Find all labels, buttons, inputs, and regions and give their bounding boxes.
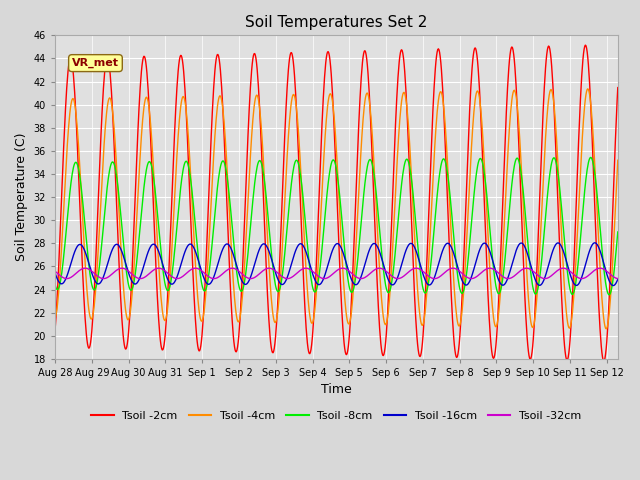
Tsoil -8cm [587, 155, 595, 160]
Tsoil -16cm [250, 263, 258, 269]
Tsoil -8cm [266, 235, 274, 241]
Tsoil -4cm [266, 278, 274, 284]
Tsoil -2cm [459, 276, 467, 282]
Tsoil -16cm [51, 270, 59, 276]
Tsoil -8cm [51, 282, 59, 288]
Tsoil -32cm [459, 271, 467, 277]
Tsoil -16cm [459, 279, 467, 285]
Line: Tsoil -32cm: Tsoil -32cm [55, 268, 618, 278]
Tsoil -16cm [614, 276, 621, 282]
Tsoil -32cm [431, 276, 439, 281]
Line: Tsoil -2cm: Tsoil -2cm [55, 45, 618, 361]
Tsoil -4cm [307, 319, 315, 325]
Tsoil -4cm [250, 104, 258, 110]
Tsoil -2cm [582, 42, 589, 48]
Tsoil -32cm [307, 267, 315, 273]
Line: Tsoil -8cm: Tsoil -8cm [55, 157, 618, 295]
Tsoil -16cm [610, 283, 618, 288]
Tsoil -16cm [307, 265, 315, 271]
Tsoil -4cm [146, 114, 154, 120]
Tsoil -8cm [614, 229, 621, 235]
Tsoil -2cm [431, 66, 439, 72]
Tsoil -16cm [591, 240, 598, 246]
Tsoil -2cm [146, 121, 154, 127]
Tsoil -32cm [266, 265, 274, 271]
Tsoil -2cm [250, 51, 258, 57]
Line: Tsoil -16cm: Tsoil -16cm [55, 243, 618, 286]
Tsoil -32cm [51, 268, 59, 274]
Line: Tsoil -4cm: Tsoil -4cm [55, 89, 618, 329]
Tsoil -4cm [614, 157, 621, 163]
Tsoil -2cm [307, 347, 315, 352]
Tsoil -32cm [250, 275, 258, 281]
Tsoil -2cm [266, 333, 274, 338]
Tsoil -16cm [266, 252, 274, 257]
Tsoil -16cm [146, 245, 154, 251]
Tsoil -8cm [431, 213, 439, 218]
Tsoil -4cm [602, 326, 610, 332]
Tsoil -4cm [584, 86, 591, 92]
Title: Soil Temperatures Set 2: Soil Temperatures Set 2 [245, 15, 428, 30]
Tsoil -2cm [600, 358, 607, 364]
Legend: Tsoil -2cm, Tsoil -4cm, Tsoil -8cm, Tsoil -16cm, Tsoil -32cm: Tsoil -2cm, Tsoil -4cm, Tsoil -8cm, Tsoi… [87, 407, 586, 425]
Tsoil -8cm [250, 186, 258, 192]
Tsoil -32cm [559, 265, 567, 271]
Tsoil -16cm [431, 272, 439, 278]
Tsoil -8cm [146, 159, 154, 165]
Y-axis label: Soil Temperature (C): Soil Temperature (C) [15, 133, 28, 262]
Tsoil -2cm [51, 327, 59, 333]
Tsoil -8cm [605, 292, 613, 298]
Tsoil -4cm [431, 134, 439, 140]
Tsoil -8cm [307, 276, 315, 281]
Tsoil -32cm [614, 276, 621, 281]
Tsoil -4cm [459, 299, 467, 305]
Text: VR_met: VR_met [72, 58, 119, 68]
Tsoil -4cm [51, 315, 59, 321]
Tsoil -2cm [614, 84, 621, 90]
Tsoil -32cm [541, 276, 548, 281]
Tsoil -8cm [459, 290, 467, 296]
X-axis label: Time: Time [321, 384, 352, 396]
Tsoil -32cm [146, 270, 154, 276]
